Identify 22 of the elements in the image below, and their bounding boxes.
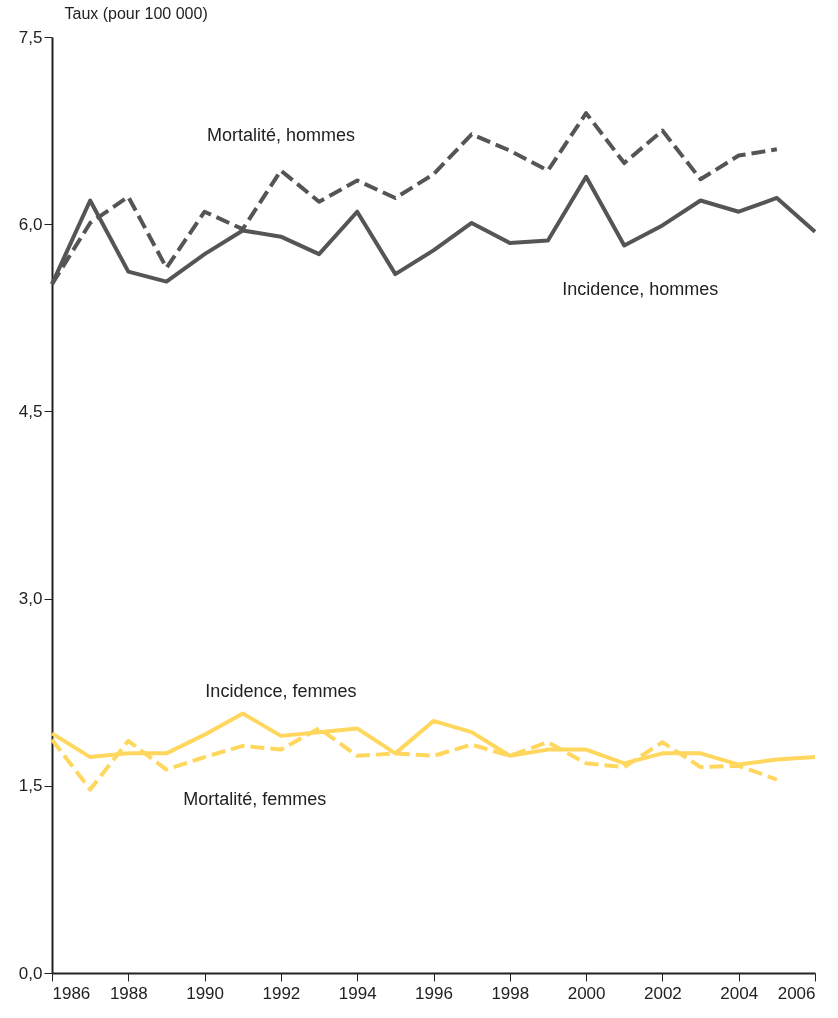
- x-tick-label: 1992: [262, 983, 301, 1003]
- x-tick-label: 1988: [109, 983, 148, 1003]
- x-tick-label: 2006: [777, 983, 816, 1003]
- x-tick-label: 2002: [643, 983, 682, 1003]
- x-tick-label: 1990: [186, 983, 225, 1003]
- y-tick-label: 7,5: [18, 27, 43, 47]
- x-tick-label: 1986: [52, 983, 91, 1003]
- y-tick-label: 6,0: [18, 214, 43, 234]
- series-label: Mortalité, femmes: [183, 788, 327, 809]
- x-tick-label: 2000: [567, 983, 606, 1003]
- y-tick-label: 1,5: [18, 776, 43, 796]
- series-label: Incidence, femmes: [205, 680, 357, 701]
- y-axis-title: Taux (pour 100 000): [64, 4, 208, 22]
- x-tick-label: 1998: [491, 983, 530, 1003]
- series-label: Mortalité, hommes: [206, 124, 355, 145]
- x-tick-label: 1994: [338, 983, 377, 1003]
- y-tick-label: 3,0: [18, 589, 43, 609]
- x-tick-label: 2004: [720, 983, 759, 1003]
- y-tick-label: 4,5: [18, 401, 43, 421]
- x-tick-label: 1996: [415, 983, 453, 1003]
- text: Incidence, hommes: [562, 279, 719, 300]
- y-tick-label: 0,0: [18, 963, 43, 983]
